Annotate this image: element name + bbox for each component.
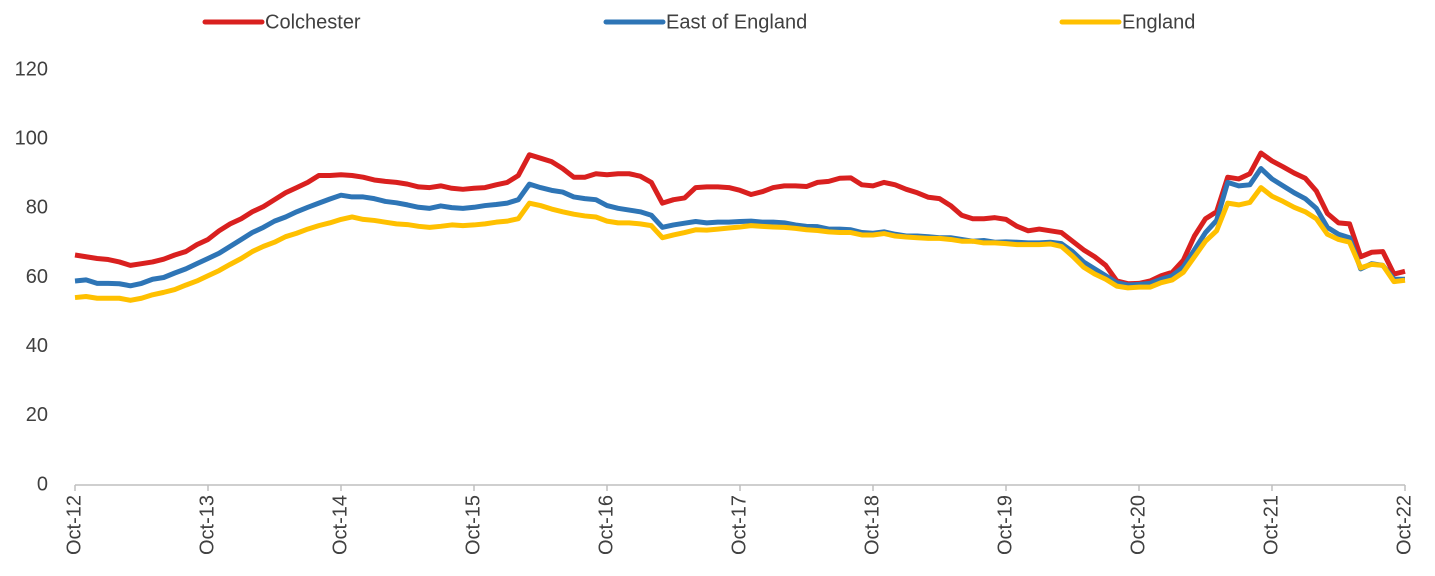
y-tick-label: 120 <box>15 58 48 80</box>
line-series <box>74 185 1406 303</box>
x-tick-label: Oct-21 <box>1260 495 1282 555</box>
x-tick-label: Oct-18 <box>861 495 883 555</box>
x-tick-label: Oct-14 <box>329 495 351 555</box>
x-tick-label: Oct-22 <box>1393 495 1415 555</box>
legend-label: England <box>1122 11 1195 33</box>
line-series <box>74 166 1405 289</box>
x-tick-label: Oct-16 <box>595 495 617 555</box>
x-tick-label: Oct-13 <box>196 495 218 555</box>
x-tick-label: Oct-20 <box>1127 495 1149 555</box>
x-tick-label: Oct-15 <box>462 495 484 555</box>
y-tick-label: 100 <box>15 127 48 149</box>
line-series <box>74 150 1406 287</box>
x-tick-label: Oct-12 <box>63 495 85 555</box>
y-tick-label: 20 <box>26 404 48 426</box>
y-tick-label: 40 <box>26 335 48 357</box>
y-tick-label: 0 <box>37 473 48 495</box>
legend-label: Colchester <box>265 11 361 33</box>
y-tick-label: 60 <box>26 266 48 288</box>
y-tick-label: 80 <box>26 197 48 219</box>
x-tick-label: Oct-17 <box>728 495 750 555</box>
x-tick-label: Oct-19 <box>994 495 1016 555</box>
legend-label: East of England <box>666 11 807 33</box>
